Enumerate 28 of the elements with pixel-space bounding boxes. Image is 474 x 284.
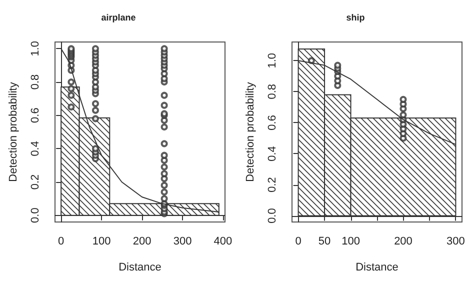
y-axis-title: Detection probability bbox=[244, 82, 256, 182]
chart-title: ship bbox=[346, 12, 366, 22]
y-tick-label: 0.8 bbox=[30, 74, 42, 90]
y-tick-label: 0.6 bbox=[30, 108, 42, 123]
x-axis-title: Distance bbox=[118, 262, 162, 274]
x-tick-label: 0 bbox=[58, 236, 64, 248]
x-tick-label: 0 bbox=[295, 236, 302, 248]
x-tick-label: 200 bbox=[394, 236, 412, 248]
y-tick-label: 0.4 bbox=[30, 141, 42, 156]
x-tick-label: 100 bbox=[92, 236, 111, 248]
y-tick-label: 1.0 bbox=[266, 52, 278, 68]
x-tick-label: 200 bbox=[132, 236, 152, 248]
chart-title: airplane bbox=[101, 12, 136, 22]
x-tick-label: 50 bbox=[318, 236, 331, 248]
x-tick-label: 100 bbox=[342, 236, 360, 248]
y-tick-label: 0.2 bbox=[30, 174, 42, 190]
x-axis-title: Distance bbox=[356, 262, 398, 274]
x-tick-label: 300 bbox=[446, 236, 465, 248]
y-tick-label: 0.6 bbox=[266, 115, 278, 130]
x-tick-label: 300 bbox=[173, 236, 192, 248]
y-tick-label: 0.8 bbox=[266, 84, 278, 100]
y-tick-label: 0.0 bbox=[30, 208, 42, 223]
y-tick-label: 1.0 bbox=[30, 41, 42, 56]
y-tick-label: 0.0 bbox=[266, 208, 278, 224]
y-tick-label: 0.4 bbox=[266, 146, 278, 162]
x-tick-label: 400 bbox=[214, 236, 232, 248]
y-tick-label: 0.2 bbox=[266, 177, 278, 192]
y-axis-title: Detection probability bbox=[8, 82, 20, 182]
